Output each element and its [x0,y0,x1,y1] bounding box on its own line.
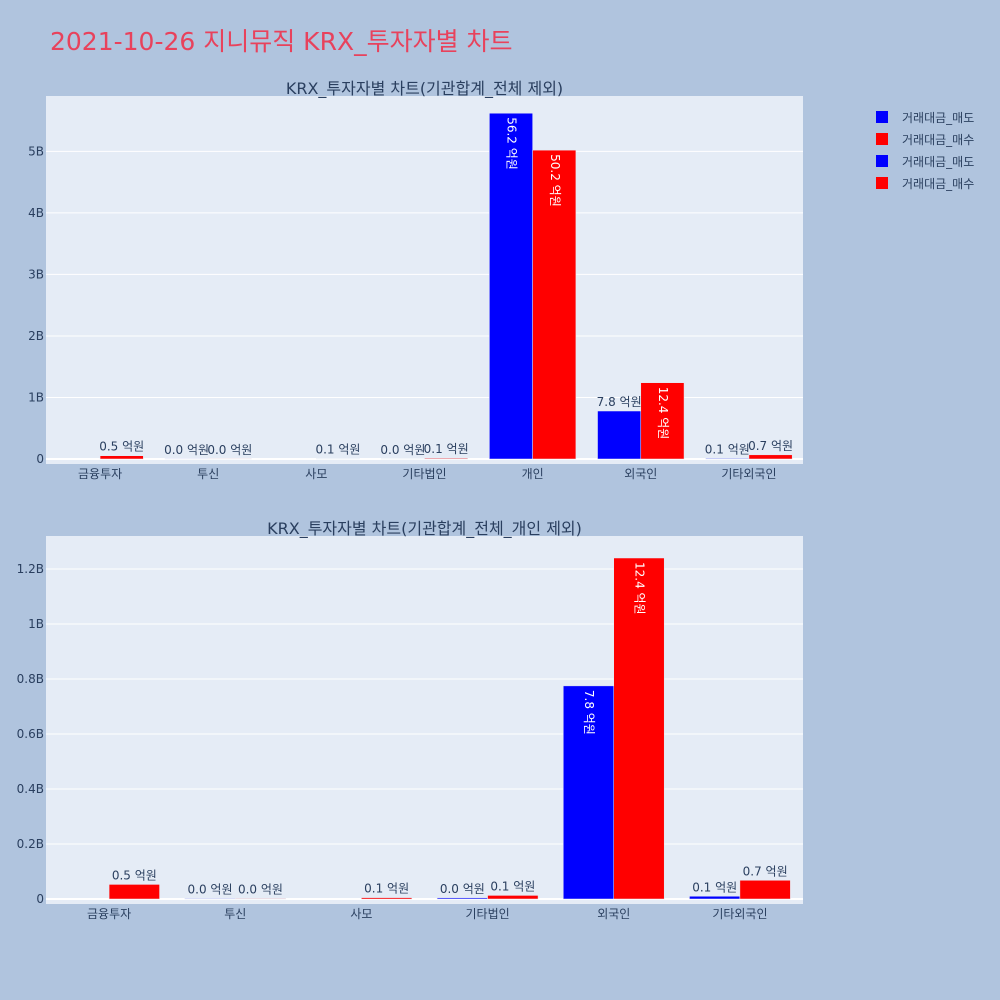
bar[interactable] [235,898,286,900]
bar-data-label: 0.7 억원 [748,439,793,453]
bar-data-label: 0.1 억원 [424,442,469,456]
bar-data-label: 0.7 억원 [743,864,788,878]
bar-data-label: 50.2 억원 [548,154,562,207]
bar[interactable] [99,455,144,460]
bar-data-label: 0.1 억원 [364,882,409,896]
bar[interactable] [597,410,642,460]
x-tick-label: 외국인 [597,907,630,921]
bar[interactable] [563,685,614,900]
chart-top: KRX_투자자별 차트(기관합계_전체 제외) 0 1B 2B 3B 4B 5B 금융투자 0.… [28,79,803,481]
y-tick-label: 1B [28,390,44,404]
legend-item[interactable]: 거래대금_매도 [876,106,974,128]
bar[interactable] [487,895,539,900]
legend-label: 거래대금_매수 [902,132,975,147]
x-tick-label: 개인 [522,467,544,481]
x-tick-label: 기타외국인 [721,467,776,481]
bar[interactable] [748,454,793,460]
bar-data-label: 0.5 억원 [112,868,157,882]
x-tick-label: 투신 [224,907,246,921]
bar[interactable] [739,880,791,900]
page-title: 2021-10-26 지니뮤직 KRX_투자자별 차트 [50,27,513,56]
bar[interactable] [436,897,488,900]
bar[interactable] [184,898,236,900]
bar-data-label: 0.0 억원 [207,443,252,457]
y-tick-label: 1.2B [17,562,44,576]
bar[interactable] [613,557,665,900]
y-tick-label: 3B [28,267,44,281]
bar-data-label: 7.8 억원 [582,690,596,735]
bar-data-label: 0.0 억원 [380,443,425,457]
legend-label: 거래대금_매수 [902,176,975,191]
x-tick-label: 투신 [197,467,219,481]
y-tick-label: 0 [36,452,44,466]
x-tick-label: 사모 [350,907,372,921]
y-tick-label: 0 [36,892,44,906]
bar-data-label: 0.1 억원 [315,443,360,457]
y-tick-label: 0.4B [17,782,44,796]
legend-label: 거래대금_매도 [902,110,975,125]
legend: 거래대금_매도 거래대금_매수 거래대금_매도 거래대금_매수 [876,106,974,194]
chart-title: KRX_투자자별 차트(기관합계_전체 제외) [286,79,563,99]
x-tick-label: 기타법인 [465,907,509,921]
bar[interactable] [424,457,469,460]
y-tick-label: 0.2B [17,837,44,851]
bar-data-label: 0.1 억원 [692,880,737,894]
bar[interactable] [108,884,160,900]
bar[interactable] [532,149,577,460]
bar-data-label: 7.8 억원 [597,395,642,409]
bar-data-label: 0.0 억원 [188,882,233,896]
y-tick-label: 0.8B [17,672,44,686]
bar-data-label: 0.1 억원 [490,879,535,893]
bar-data-label: 56.2 억원 [505,117,519,170]
legend-swatch [876,155,888,167]
bar[interactable] [640,382,685,460]
bar-data-label: 0.0 억원 [238,882,283,896]
x-tick-label: 사모 [305,467,327,481]
bar-data-label: 12.4 억원 [656,387,670,440]
y-tick-label: 2B [28,329,44,343]
plot-area [46,536,803,904]
y-tick-label: 5B [28,144,44,158]
legend-item[interactable]: 거래대금_매수 [876,128,974,150]
bar-data-label: 0.1 억원 [705,442,750,456]
bar[interactable] [705,458,750,460]
x-tick-label: 기타외국인 [712,907,767,921]
legend-swatch [876,133,888,145]
x-tick-label: 금융투자 [87,907,131,921]
x-tick-label: 외국인 [624,467,657,481]
legend-label: 거래대금_매도 [902,154,975,169]
chart-title: KRX_투자자별 차트(기관합계_전체_개인 제외) [267,519,582,539]
legend-item[interactable]: 거래대금_매도 [876,150,974,172]
bar-data-label: 0.5 억원 [99,440,144,454]
legend-swatch [876,177,888,189]
x-tick-label: 금융투자 [78,467,122,481]
legend-item[interactable]: 거래대금_매수 [876,172,974,194]
y-tick-label: 1B [28,617,44,631]
bar-data-label: 12.4 억원 [632,562,646,615]
bar-data-label: 0.0 억원 [164,443,209,457]
bar[interactable] [361,897,413,900]
y-tick-label: 4B [28,206,44,220]
bar[interactable] [689,896,741,900]
bar-data-label: 0.0 억원 [440,882,485,896]
legend-swatch [876,111,888,123]
x-tick-label: 기타법인 [402,467,446,481]
y-tick-label: 0.6B [17,727,44,741]
chart-bottom: KRX_투자자별 차트(기관합계_전체_개인 제외) 0 0.2B 0.4B 0.6B 0… [17,519,803,921]
